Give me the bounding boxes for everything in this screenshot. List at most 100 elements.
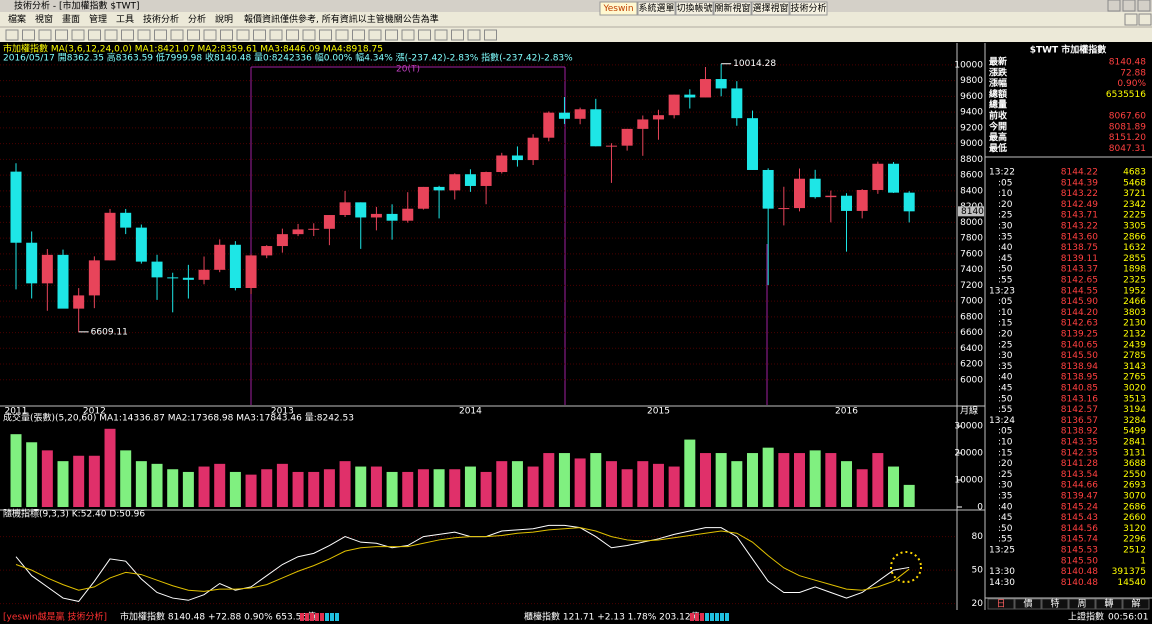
candle-body <box>746 118 758 170</box>
tick-time: :45 <box>998 384 1012 394</box>
candle-body <box>872 163 884 190</box>
toolbar-icon[interactable] <box>71 29 85 41</box>
tick-price: 8143.60 <box>1061 232 1098 242</box>
candle-body <box>73 295 85 309</box>
toolbar-icon[interactable] <box>203 29 217 41</box>
menu-item[interactable]: 說明 <box>215 13 233 25</box>
tick-time: :20 <box>998 330 1013 340</box>
tick-price: 8142.35 <box>1061 448 1098 458</box>
candle-body <box>668 94 680 116</box>
top-button[interactable] <box>675 1 714 16</box>
tick-volume: 2660 <box>1123 513 1146 523</box>
menu-item[interactable]: 視窗 <box>35 13 53 25</box>
tick-volume: 2550 <box>1123 470 1146 480</box>
tick-volume: 4683 <box>1123 168 1146 178</box>
panel-tab[interactable] <box>1095 598 1123 610</box>
toolbar-icon[interactable] <box>269 29 283 41</box>
ohlc-info: 2016/05/17 開8362.35 高8363.59 低7999.98 收8… <box>3 52 573 64</box>
toolbar-icon[interactable] <box>319 29 332 41</box>
volume-bar <box>888 466 900 507</box>
status-meter <box>325 613 329 621</box>
toolbar-icon[interactable] <box>434 29 448 41</box>
window-button[interactable] <box>1137 0 1151 12</box>
toolbar-icon[interactable] <box>302 29 316 41</box>
tick-time: 13:22 <box>989 168 1015 178</box>
toolbar-icon[interactable] <box>104 29 118 41</box>
tick-price: 8144.55 <box>1061 286 1098 296</box>
top-button[interactable] <box>789 1 828 16</box>
toolbar-icon[interactable] <box>286 29 299 41</box>
toolbar-icon[interactable] <box>368 29 382 41</box>
tick-price: 8138.94 <box>1061 362 1098 372</box>
panel-tab[interactable] <box>1068 598 1096 610</box>
candle-body <box>167 277 179 279</box>
menu-item[interactable]: 分析 <box>188 13 206 25</box>
top-button[interactable] <box>751 1 790 16</box>
toolbar-icon[interactable] <box>451 29 464 41</box>
candle-body <box>151 261 163 278</box>
tick-volume: 1898 <box>1123 265 1146 275</box>
toolbar-icon[interactable] <box>418 29 431 41</box>
volume-bar <box>73 455 85 507</box>
menu-item[interactable]: 管理 <box>89 13 107 25</box>
tick-price: 8145.50 <box>1061 556 1098 566</box>
toolbar-icon[interactable] <box>385 29 398 41</box>
tick-time: 14:30 <box>989 578 1015 588</box>
tick-price: 8144.39 <box>1061 178 1098 188</box>
candle-body <box>684 94 696 98</box>
menu-item[interactable]: 畫面 <box>62 13 80 25</box>
window-button[interactable] <box>1138 13 1152 26</box>
quote-value: 8081.89 <box>1109 122 1146 132</box>
kd-line-k <box>15 524 910 602</box>
toolbar-icon[interactable] <box>484 29 497 41</box>
candle-body <box>308 228 320 230</box>
top-button[interactable] <box>599 1 638 16</box>
toolbar-icon[interactable] <box>236 29 250 41</box>
volume-bar <box>903 484 915 507</box>
panel-tab-label: 轉 <box>1104 598 1113 610</box>
candle-body <box>825 195 837 198</box>
toolbar-icon[interactable] <box>401 29 415 41</box>
quote-header <box>986 43 1152 57</box>
volume-bar <box>229 471 241 507</box>
y-tick-label: 6600 <box>960 328 983 338</box>
toolbar-icon[interactable] <box>38 29 52 41</box>
candle-body <box>699 79 711 98</box>
toolbar-icon[interactable] <box>352 29 365 41</box>
toolbar-icon[interactable] <box>467 29 481 41</box>
tick-time: :35 <box>998 362 1012 372</box>
tick-time: :35 <box>998 232 1012 242</box>
tick-price: 8143.37 <box>1061 265 1098 275</box>
toolbar-icon[interactable] <box>5 29 19 41</box>
toolbar-icon[interactable] <box>335 29 349 41</box>
panel-tab[interactable] <box>1122 598 1150 610</box>
panel-tab[interactable] <box>1041 598 1069 610</box>
window-button[interactable] <box>1122 0 1136 12</box>
y-tick-label: 7200 <box>960 281 983 291</box>
window-button[interactable] <box>1107 0 1121 12</box>
toolbar-icon[interactable] <box>137 29 151 41</box>
toolbar-icon[interactable] <box>220 29 233 41</box>
window-button[interactable] <box>1124 13 1138 26</box>
tick-price: 8140.65 <box>1061 340 1098 350</box>
menu-item[interactable]: 檔案 <box>8 13 26 25</box>
toolbar-icon[interactable] <box>187 29 200 41</box>
menu-item[interactable]: 工具 <box>116 14 134 25</box>
toolbar-icon[interactable] <box>88 29 101 41</box>
tick-price: 8144.66 <box>1061 481 1098 491</box>
panel-tab[interactable] <box>987 598 1015 610</box>
tick-volume: 2512 <box>1123 546 1146 556</box>
toolbar-icon[interactable] <box>121 29 134 41</box>
toolbar-icon[interactable] <box>170 29 184 41</box>
tick-time: :30 <box>998 351 1013 361</box>
status-meter <box>710 613 714 621</box>
tick-volume: 3194 <box>1123 405 1146 415</box>
top-button[interactable] <box>713 1 752 16</box>
panel-tab[interactable] <box>1014 598 1042 610</box>
toolbar-icon[interactable] <box>253 29 266 41</box>
toolbar-icon[interactable] <box>55 29 68 41</box>
menu-item[interactable]: 技術分析 <box>143 13 179 25</box>
top-button[interactable] <box>637 1 676 16</box>
toolbar-icon[interactable] <box>154 29 167 41</box>
toolbar-icon[interactable] <box>22 29 35 41</box>
